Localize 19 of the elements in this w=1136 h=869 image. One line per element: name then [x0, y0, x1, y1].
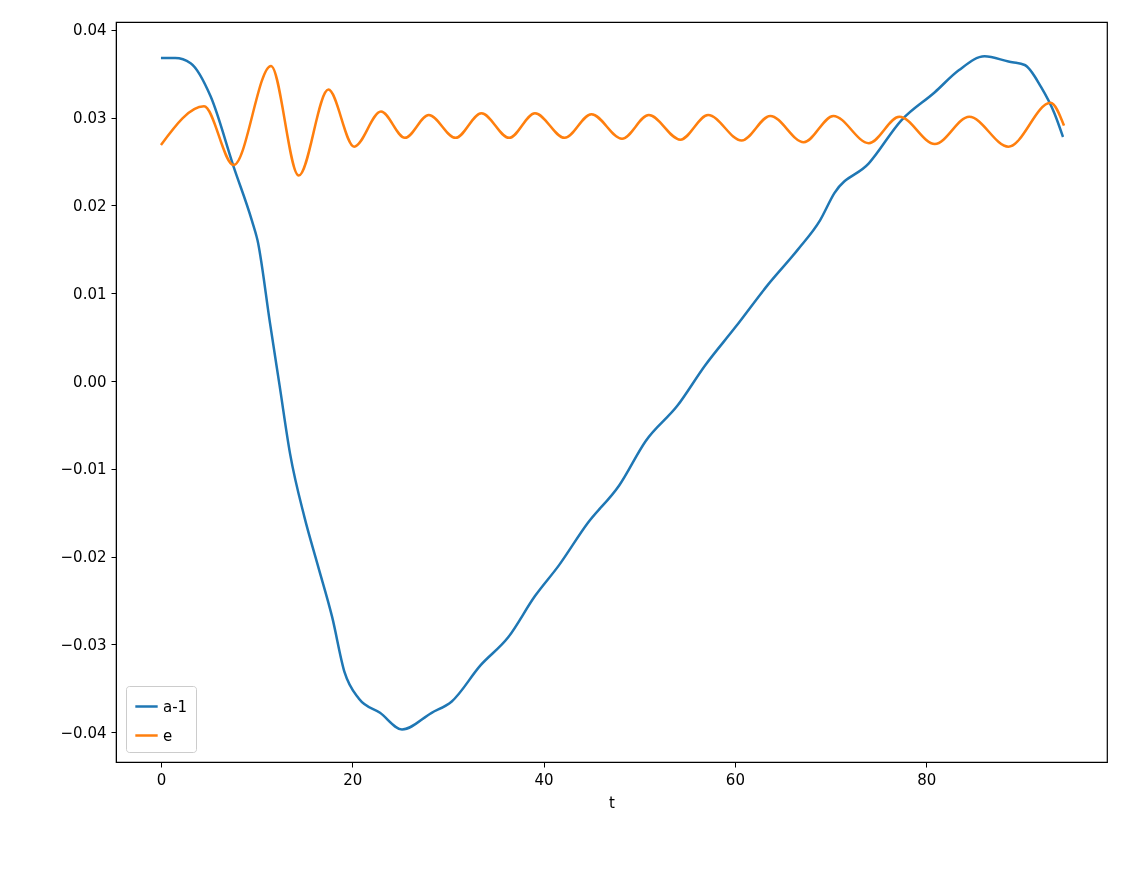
y-tick-label: −0.03: [60, 635, 107, 654]
x-tick-label: 80: [917, 770, 937, 789]
line-series: [159, 54, 1065, 731]
x-tick-label: 0: [156, 770, 167, 789]
y-tick-label: −0.01: [60, 460, 107, 479]
legend-label: e: [163, 726, 173, 745]
x-tick-label: 40: [534, 770, 554, 789]
y-tick-label: 0.02: [73, 196, 107, 215]
y-tick-label: 0.00: [73, 372, 107, 391]
line-series: [159, 64, 1066, 177]
y-tick-label: 0.04: [73, 21, 107, 40]
y-tick-label: −0.04: [60, 723, 107, 742]
y-tick-label: 0.03: [73, 109, 107, 128]
legend-label: a-1: [163, 697, 188, 716]
x-tick-label: 60: [725, 770, 745, 789]
y-tick-label: 0.01: [73, 284, 107, 303]
y-tick-label: −0.02: [60, 548, 107, 567]
x-axis-title: t: [609, 793, 616, 812]
x-tick-label: 20: [343, 770, 363, 789]
